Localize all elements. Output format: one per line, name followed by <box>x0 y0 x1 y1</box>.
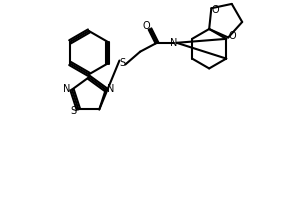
Text: S: S <box>70 106 76 116</box>
Text: O: O <box>228 31 236 41</box>
Text: O: O <box>212 5 219 15</box>
Text: S: S <box>119 58 125 68</box>
Text: N: N <box>63 84 71 94</box>
Text: O: O <box>142 21 150 31</box>
Text: N: N <box>170 38 177 48</box>
Text: N: N <box>107 84 114 94</box>
